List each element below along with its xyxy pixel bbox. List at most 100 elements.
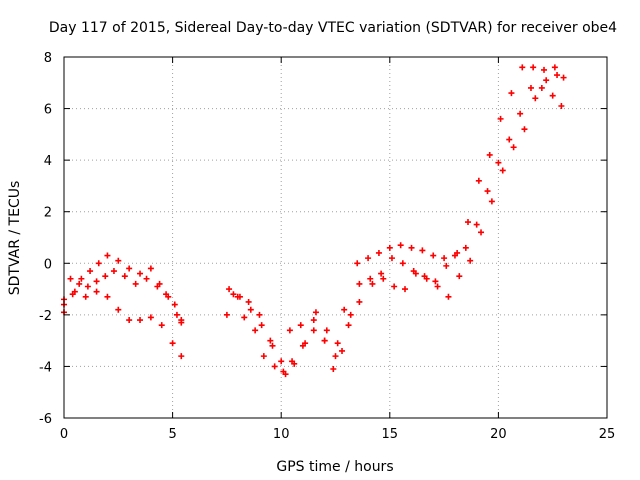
- data-point: [332, 353, 339, 360]
- data-point: [71, 288, 78, 295]
- data-point: [147, 265, 154, 272]
- data-point: [339, 347, 346, 354]
- data-point: [454, 249, 461, 256]
- data-point: [530, 64, 537, 71]
- data-point: [282, 371, 289, 378]
- data-point: [412, 270, 419, 277]
- data-point: [104, 252, 111, 259]
- data-point: [380, 275, 387, 282]
- data-point: [115, 306, 122, 313]
- data-point: [252, 327, 259, 334]
- data-point: [137, 270, 144, 277]
- data-point: [467, 257, 474, 264]
- data-point: [408, 244, 415, 251]
- data-point: [93, 278, 100, 285]
- data-point: [310, 317, 317, 324]
- data-point: [386, 244, 393, 251]
- data-point: [519, 64, 526, 71]
- data-point: [236, 293, 243, 300]
- data-point: [267, 337, 274, 344]
- data-point: [419, 247, 426, 254]
- data-point: [323, 327, 330, 334]
- x-axis-label: GPS time / hours: [276, 459, 393, 475]
- data-point: [165, 293, 172, 300]
- data-point: [445, 293, 452, 300]
- data-point: [478, 229, 485, 236]
- data-point: [156, 280, 163, 287]
- y-tick-label: 4: [44, 154, 52, 169]
- data-point: [126, 317, 133, 324]
- data-point: [510, 144, 517, 151]
- data-point: [399, 260, 406, 267]
- data-points: [61, 64, 567, 378]
- data-point: [558, 102, 565, 109]
- data-point: [147, 314, 154, 321]
- y-tick-label: 2: [44, 206, 52, 221]
- x-tick-label: 20: [490, 427, 507, 442]
- data-point: [356, 280, 363, 287]
- data-point: [302, 340, 309, 347]
- data-point: [443, 262, 450, 269]
- data-point: [67, 275, 74, 282]
- data-point: [102, 273, 109, 280]
- data-point: [462, 244, 469, 251]
- data-point: [158, 322, 165, 329]
- data-point: [230, 291, 237, 298]
- data-point: [432, 278, 439, 285]
- data-point: [375, 249, 382, 256]
- data-point: [137, 317, 144, 324]
- data-point: [538, 84, 545, 91]
- data-point: [402, 286, 409, 293]
- y-tick-label: -2: [39, 309, 52, 324]
- data-point: [178, 353, 185, 360]
- data-point: [391, 283, 398, 290]
- y-tick-label: 0: [44, 257, 52, 272]
- data-point: [223, 311, 230, 318]
- data-point: [82, 293, 89, 300]
- x-tick-label: 10: [273, 427, 290, 442]
- data-point: [484, 188, 491, 195]
- data-point: [87, 268, 94, 275]
- data-point: [278, 358, 285, 365]
- data-point: [521, 126, 528, 133]
- data-point: [473, 221, 480, 228]
- data-point: [532, 95, 539, 102]
- data-point: [486, 151, 493, 158]
- data-point: [397, 242, 404, 249]
- x-tick-label: 25: [599, 427, 616, 442]
- data-point: [508, 90, 515, 97]
- data-point: [260, 353, 267, 360]
- data-point: [354, 260, 361, 267]
- data-point: [464, 219, 471, 226]
- data-point: [76, 280, 83, 287]
- data-point: [341, 306, 348, 313]
- data-point: [84, 283, 91, 290]
- data-point: [271, 363, 278, 370]
- data-point: [132, 280, 139, 287]
- data-point: [110, 268, 117, 275]
- data-point: [554, 72, 561, 79]
- data-point: [378, 270, 385, 277]
- data-point: [517, 110, 524, 117]
- data-point: [171, 301, 178, 308]
- data-point: [551, 64, 558, 71]
- data-point: [549, 92, 556, 99]
- data-point: [126, 265, 133, 272]
- data-point: [347, 311, 354, 318]
- x-tick-label: 5: [168, 427, 176, 442]
- data-point: [330, 366, 337, 373]
- data-point: [310, 327, 317, 334]
- data-point: [499, 167, 506, 174]
- y-axis-ticks: -6 -4 -2 0 2 4 6 8: [39, 51, 607, 427]
- data-point: [441, 255, 448, 262]
- data-point: [143, 275, 150, 282]
- data-point: [93, 288, 100, 295]
- data-point: [321, 337, 328, 344]
- data-point: [506, 136, 513, 143]
- data-point: [345, 322, 352, 329]
- data-point: [369, 280, 376, 287]
- data-point: [297, 322, 304, 329]
- data-point: [226, 286, 233, 293]
